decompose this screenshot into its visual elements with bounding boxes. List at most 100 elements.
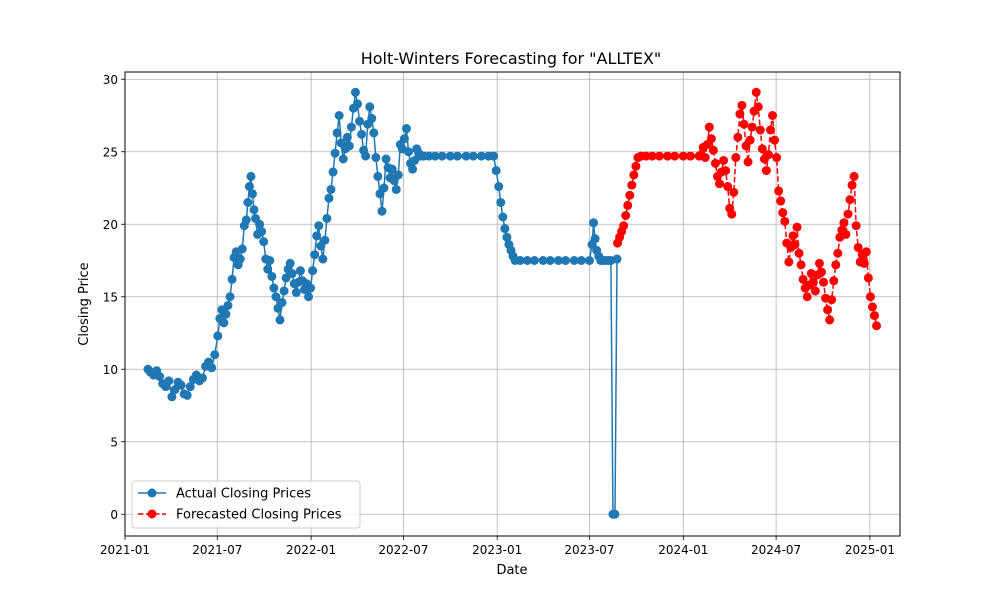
data-point-forecast (753, 102, 763, 112)
data-point-forecast (729, 187, 739, 197)
data-point-forecast (794, 248, 804, 258)
data-point-actual (590, 234, 600, 244)
data-point-actual (387, 164, 397, 174)
data-point-actual (304, 292, 314, 302)
data-point-forecast (619, 221, 629, 231)
data-point-forecast (788, 231, 798, 241)
data-point-actual (529, 256, 539, 265)
x-tick-label: 2022-07 (378, 543, 428, 557)
data-point-forecast (678, 151, 688, 161)
legend-box (131, 480, 361, 529)
data-point-actual (561, 256, 571, 265)
data-point-actual (267, 271, 277, 281)
y-tick-label: 5 (110, 435, 118, 449)
data-point-actual (198, 373, 207, 383)
data-point-forecast (700, 153, 710, 163)
data-point-forecast (625, 190, 635, 200)
data-point-forecast (627, 180, 637, 190)
data-point-forecast (825, 315, 835, 325)
data-point-actual (379, 183, 389, 193)
data-point-actual (320, 235, 330, 245)
data-point-forecast (735, 109, 745, 119)
data-point-actual (393, 170, 403, 180)
data-point-actual (285, 258, 295, 268)
series-actual (143, 87, 622, 519)
data-point-actual (167, 392, 177, 402)
data-point-actual (155, 372, 165, 381)
series-forecast (613, 87, 882, 331)
data-point-forecast (739, 119, 749, 129)
data-point-forecast (747, 122, 757, 132)
x-tick-label: 2024-07 (751, 543, 801, 557)
data-point-forecast (831, 260, 841, 270)
data-point-forecast (710, 158, 720, 168)
data-point-forecast (802, 292, 812, 302)
x-tick-label: 2023-01 (472, 543, 522, 557)
data-point-actual (235, 254, 245, 264)
data-point-forecast (723, 182, 733, 192)
data-point-actual (612, 254, 622, 264)
data-point-actual (437, 151, 447, 161)
data-point-forecast (784, 257, 794, 267)
data-point-actual (246, 171, 256, 181)
data-point-forecast (719, 155, 729, 165)
data-point-actual (257, 227, 267, 236)
ticks-layer: 2021-01 2021-07 2022-01 2022-07 2023-01 2023-… (100, 73, 895, 557)
data-point-actual (334, 111, 344, 120)
data-point-forecast (647, 151, 657, 161)
data-point-forecast (631, 161, 641, 171)
data-point-actual (227, 274, 237, 284)
data-point-actual (287, 269, 297, 279)
data-point-actual (271, 292, 281, 302)
data-point-actual (249, 205, 259, 215)
x-axis-label: Date (496, 563, 527, 578)
data-point-forecast (731, 153, 741, 163)
data-point-forecast (839, 218, 849, 228)
data-point-actual (342, 132, 352, 142)
data-point-actual (494, 182, 504, 192)
data-point-actual (326, 184, 336, 194)
data-point-actual (553, 256, 563, 265)
data-point-forecast (819, 277, 829, 287)
data-point-actual (269, 283, 279, 293)
data-point-actual (569, 256, 579, 265)
data-point-actual (338, 154, 348, 164)
data-point-actual (589, 218, 599, 228)
data-point-actual (584, 256, 594, 265)
data-point-forecast (796, 260, 806, 270)
data-point-forecast (685, 151, 695, 161)
data-point-actual (176, 380, 186, 390)
data-point-actual (496, 198, 506, 207)
data-point-forecast (757, 144, 767, 154)
data-layer (143, 87, 882, 519)
data-point-forecast (829, 276, 839, 286)
data-point-actual (461, 151, 471, 161)
data-point-actual (500, 224, 510, 234)
data-point-forecast (851, 221, 861, 231)
data-point-forecast (845, 195, 855, 205)
data-point-forecast (810, 286, 820, 296)
data-point-actual (391, 184, 401, 194)
data-point-actual (328, 167, 338, 177)
data-point-actual (243, 198, 253, 207)
data-point-actual (322, 213, 332, 223)
data-point-actual (237, 244, 247, 254)
data-point-actual (308, 266, 318, 276)
data-point-forecast (790, 240, 800, 250)
data-point-forecast (629, 170, 639, 180)
data-point-actual (491, 166, 501, 176)
data-point-actual (164, 376, 174, 386)
data-point-forecast (823, 305, 833, 315)
data-point-actual (263, 264, 273, 274)
data-point-actual (468, 151, 478, 161)
data-point-actual (277, 298, 287, 308)
data-point-actual (221, 309, 231, 319)
data-point-actual (213, 331, 223, 341)
data-point-actual (318, 254, 328, 264)
data-point-actual (350, 87, 360, 97)
data-point-actual (275, 315, 285, 325)
data-point-actual (244, 182, 254, 192)
data-point-forecast (761, 166, 771, 176)
data-point-actual (361, 151, 371, 161)
